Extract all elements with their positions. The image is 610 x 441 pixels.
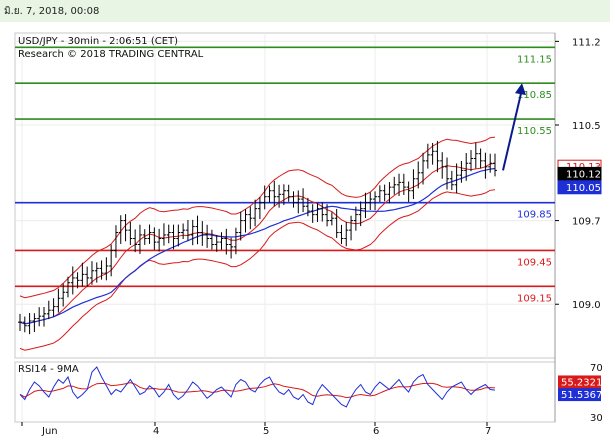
candles (18, 140, 497, 335)
level-label-4: 109.45 (517, 257, 552, 268)
rsi-badge-1 (558, 388, 601, 402)
x-tick-label-4: 7 (485, 426, 491, 437)
title-bar: มิ.ย. 7, 2018, 00:08 (0, 0, 610, 22)
price-badge-label-1: 110.12 (566, 169, 601, 180)
level-label-3: 109.85 (517, 210, 552, 221)
forecast-arrow (502, 88, 523, 171)
level-label-0: 111.15 (517, 54, 552, 65)
y-tick-label-3: 109.0 (572, 300, 601, 311)
x-tick-label-0: Jun (41, 426, 58, 437)
timestamp: มิ.ย. 7, 2018, 00:08 (4, 6, 100, 17)
y-tick-label-1: 110.5 (572, 121, 601, 132)
level-label-5: 109.15 (517, 293, 552, 304)
rsi-badge-label-0: 55.2321 (561, 377, 602, 388)
x-axis: Jun 4 5 6 7 (21, 422, 491, 437)
rsi-tick-label-1: 30 (590, 413, 603, 424)
price-badge-2 (557, 180, 602, 195)
moving-average (19, 167, 496, 325)
rsi-tick-label-0: 70 (590, 363, 603, 374)
y-tick-label-0: 111.2 (572, 37, 601, 48)
level-label-1: 110.85 (517, 90, 552, 101)
x-tick-label-3: 6 (373, 426, 379, 437)
rsi-badge-0 (558, 375, 601, 389)
level-label-2: 110.55 (517, 126, 552, 137)
x-tick-label-2: 5 (263, 426, 269, 437)
upper-band (19, 136, 496, 299)
lower-band (19, 189, 496, 351)
bollinger-bands (19, 83, 526, 351)
middle-band (19, 162, 496, 325)
x-tick-label-1: 4 (153, 426, 159, 437)
rsi-panel (14, 361, 556, 423)
rsi-lines (19, 366, 496, 408)
rsi-badge-label-1: 51.5367 (561, 390, 602, 401)
rsi-title: RSI14 - 9MA (18, 364, 79, 375)
forecast-arrowhead (515, 83, 526, 96)
price-badge-label-2: 110.05 (566, 183, 601, 194)
rsi-line (19, 366, 496, 408)
chart-title: USD/JPY - 30min - 2:06:51 (CET) (18, 36, 178, 47)
chart-subtitle: Research © 2018 TRADING CENTRAL (18, 49, 204, 60)
y-axis: 111.2 110.5 109.7 109.0 70 30 (555, 37, 603, 424)
level-lines: 111.15 110.85 110.55 109.85 109.45 109.15 (15, 46, 555, 304)
y-tick-label-2: 109.7 (572, 217, 601, 228)
